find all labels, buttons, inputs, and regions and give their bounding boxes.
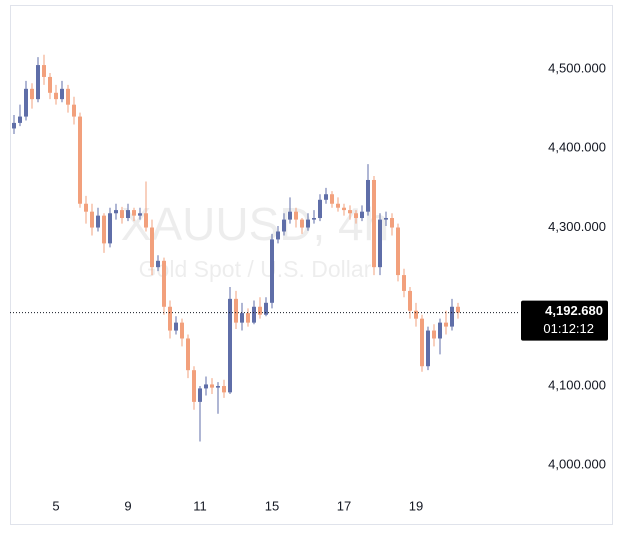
candle-body (336, 203, 340, 208)
candle-body (408, 290, 412, 311)
candle-body (90, 211, 94, 228)
candle-body (12, 122, 16, 129)
candle-body (78, 116, 82, 204)
candle-body (432, 330, 436, 339)
candle-body (186, 338, 190, 371)
candle-body (396, 227, 400, 276)
x-tick-label: 19 (409, 498, 423, 513)
candle-body (420, 318, 424, 367)
candle-body (96, 215, 100, 228)
candle-body (348, 210, 352, 214)
candle-body (24, 88, 28, 117)
price-label: 4,192.680 (545, 303, 603, 318)
candle-body (150, 227, 154, 268)
candle-body (234, 298, 238, 323)
candle-body (114, 210, 118, 214)
candle-body (48, 76, 52, 93)
candle-body (30, 88, 34, 100)
candle-body (342, 207, 346, 211)
candle-body (156, 260, 160, 268)
candle-body (192, 370, 196, 402)
x-tick-label: 5 (52, 498, 59, 513)
candle-body (180, 322, 184, 339)
candle-body (54, 92, 58, 100)
candle-body (312, 218, 316, 220)
candle-body (228, 298, 232, 393)
candle-body (18, 116, 22, 123)
candle-body (456, 306, 460, 313)
candle-body (126, 210, 130, 219)
candle-body (246, 313, 250, 323)
candle-body (294, 211, 298, 220)
candle-body (282, 219, 286, 232)
x-tick-label: 17 (337, 498, 351, 513)
candle-body (366, 179, 370, 212)
candle-body (72, 104, 76, 117)
x-tick-label: 9 (124, 498, 131, 513)
x-tick-label: 11 (193, 498, 207, 513)
candle-body (210, 384, 214, 388)
candle-body (162, 260, 166, 307)
candle-body (378, 219, 382, 268)
candle-body (390, 218, 394, 228)
candle-body (402, 275, 406, 291)
candle-body (174, 322, 178, 331)
candle-body (60, 88, 64, 100)
countdown-label: 01:12:12 (543, 321, 594, 336)
candle-body (84, 203, 88, 212)
candle-body (36, 65, 40, 100)
candle-body (276, 231, 280, 240)
candle-body (66, 88, 70, 105)
watermark-title: XAUUSD, 4h (121, 198, 389, 250)
candle-body (42, 65, 46, 77)
y-tick-label: 4,300.000 (548, 219, 606, 234)
candle-body (168, 306, 172, 331)
candle-body (318, 199, 322, 219)
candle-body (144, 213, 148, 228)
candle-body (372, 179, 376, 268)
candle-body (360, 211, 364, 219)
candle-body (198, 388, 202, 402)
candle-body (240, 313, 244, 323)
candle-body (102, 215, 106, 244)
candle-body (132, 210, 136, 216)
y-tick-label: 4,100.000 (548, 377, 606, 392)
candle-body (216, 386, 220, 388)
candle-body (444, 322, 448, 327)
candle-body (108, 213, 112, 244)
price-label-box (521, 300, 608, 341)
candle-body (252, 306, 256, 323)
candle-body (438, 322, 442, 339)
candle-body (138, 213, 142, 216)
candle-body (414, 310, 418, 319)
candle-body (258, 306, 262, 315)
candle-body (222, 386, 226, 393)
candle-body (288, 211, 292, 220)
candle-body (264, 302, 268, 315)
y-tick-label: 4,000.000 (548, 457, 606, 472)
chart-frame (10, 5, 613, 525)
candle-body (120, 210, 124, 219)
candle-body (270, 239, 274, 303)
y-tick-label: 4,500.000 (548, 60, 606, 75)
candle-body (324, 194, 328, 200)
candle-body (426, 330, 430, 367)
candle-body (204, 384, 208, 389)
candle-body (450, 306, 454, 327)
candle-body (306, 219, 310, 228)
candle-body (330, 194, 334, 204)
candle-body (300, 219, 304, 228)
y-tick-label: 4,400.000 (548, 140, 606, 155)
x-tick-label: 15 (265, 498, 279, 513)
candle-body (354, 213, 358, 219)
candle-body (384, 218, 388, 220)
watermark-subtitle: Gold Spot / U.S. Dollar (139, 256, 372, 282)
